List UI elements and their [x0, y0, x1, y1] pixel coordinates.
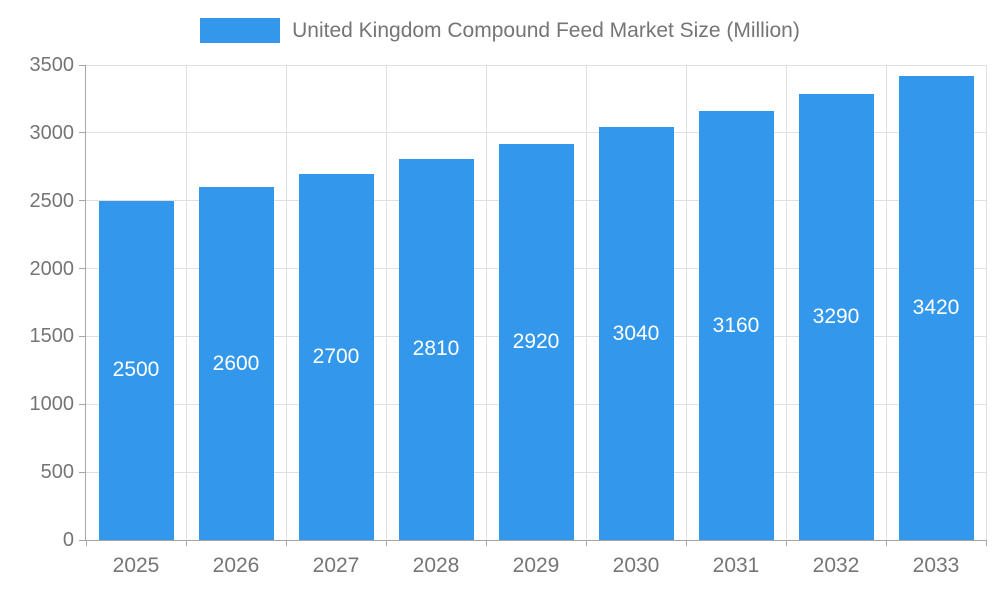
gridline-vertical: [785, 65, 787, 540]
x-axis-tick: [885, 540, 887, 546]
x-axis-label: 2033: [912, 554, 960, 577]
gridline-vertical: [685, 65, 687, 540]
gridline-horizontal: [86, 132, 986, 134]
bar-value-label: 2920: [512, 329, 560, 353]
x-axis-label: 2030: [612, 554, 660, 577]
y-axis-tick-label: 1500: [29, 325, 75, 348]
gridline-vertical: [385, 65, 387, 540]
bar-value-label: 3040: [612, 321, 660, 345]
y-axis-tick-label: 2500: [29, 189, 75, 212]
x-axis-tick: [485, 540, 487, 546]
y-axis-tick: [79, 268, 85, 270]
legend-label[interactable]: United Kingdom Compound Feed Market Size…: [292, 18, 800, 42]
bar-value-label: 2810: [412, 337, 460, 361]
bar: 2500: [98, 200, 174, 540]
x-axis-tick: [785, 540, 787, 546]
y-axis-tick-label: 0: [62, 529, 74, 551]
bar-value-label: 3290: [812, 304, 860, 328]
x-axis-tick: [185, 540, 187, 546]
x-axis-tick: [85, 540, 87, 546]
bar: 3420: [898, 75, 974, 540]
bar: 3160: [698, 111, 774, 540]
gridline-vertical: [485, 65, 487, 540]
bar: 2810: [398, 158, 474, 540]
gridline-vertical: [885, 65, 887, 540]
y-axis-tick: [79, 335, 85, 337]
bar: 2600: [198, 187, 274, 540]
chart-legend[interactable]: United Kingdom Compound Feed Market Size…: [0, 18, 1000, 43]
gridline-vertical: [985, 65, 987, 540]
gridline-horizontal: [86, 64, 986, 66]
x-axis-label: 2029: [512, 554, 560, 577]
y-axis-tick-label: 2000: [29, 257, 75, 280]
bar: 2700: [298, 173, 374, 540]
y-axis-tick-label: 1000: [29, 393, 75, 416]
y-axis-tick-label: 3000: [29, 121, 75, 144]
y-axis-tick: [79, 132, 85, 134]
gridline-vertical: [585, 65, 587, 540]
gridline-vertical: [285, 65, 287, 540]
bar: 2920: [498, 143, 574, 540]
x-axis-tick: [285, 540, 287, 546]
gridline-vertical: [185, 65, 187, 540]
x-axis-tick: [985, 540, 987, 546]
y-axis-tick: [79, 403, 85, 405]
x-axis-label: 2027: [312, 554, 360, 577]
y-axis-tick: [79, 471, 85, 473]
x-axis-tick: [385, 540, 387, 546]
y-axis-tick: [79, 200, 85, 202]
bar-value-label: 3160: [712, 313, 760, 337]
bar-value-label: 2600: [212, 351, 260, 375]
bar-value-label: 3420: [912, 295, 960, 319]
plot-area: 0 500 1000 1500 2000 2500 3000 3500 2500 2025 2600…: [30, 54, 987, 577]
y-axis-tick: [79, 64, 85, 66]
y-axis-tick: [79, 539, 85, 541]
bar: 3290: [798, 93, 874, 540]
x-axis-label: 2026: [212, 554, 260, 577]
x-axis-tick: [685, 540, 687, 546]
x-axis-label: 2028: [412, 554, 460, 577]
x-axis-label: 2032: [812, 554, 860, 577]
x-axis-label: 2025: [112, 554, 160, 577]
y-axis-tick-label: 3500: [29, 54, 75, 76]
bar-value-label: 2500: [112, 358, 160, 382]
y-axis-tick-label: 500: [40, 461, 74, 484]
legend-swatch[interactable]: [200, 18, 281, 43]
x-axis-tick: [585, 540, 587, 546]
bar: 3040: [598, 127, 674, 540]
bar-value-label: 2700: [312, 344, 360, 368]
x-axis-label: 2031: [712, 554, 760, 577]
